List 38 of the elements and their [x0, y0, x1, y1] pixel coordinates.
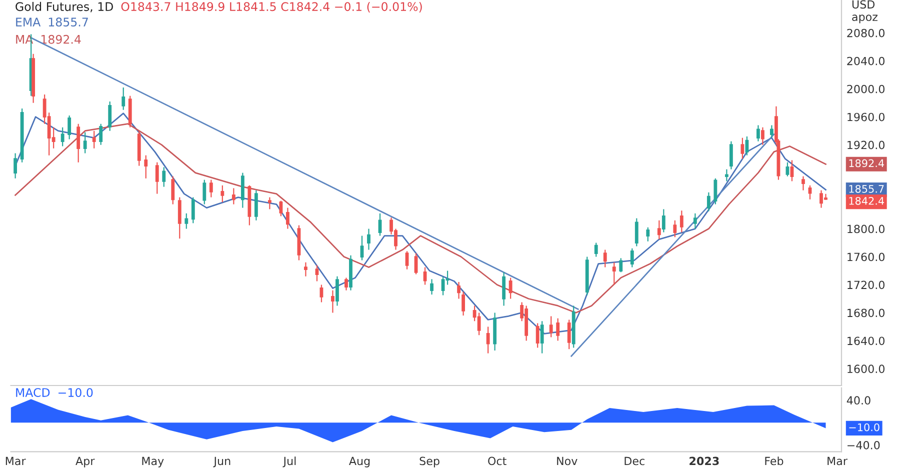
- x-tick-label: Oct: [488, 456, 506, 466]
- x-tick-label: Dec: [624, 456, 644, 466]
- x-tick-label: Mar: [828, 456, 848, 466]
- y-tick-label: 40.0: [846, 396, 870, 405]
- annotation: 1892.4: [41, 34, 81, 44]
- y-tick-label: 1600.0: [848, 364, 884, 374]
- x-tick-label: Jun: [213, 456, 230, 468]
- y-tick-label: 2080.0: [847, 28, 884, 38]
- series-label: MACD: [16, 388, 50, 397]
- x-tick-label: Mar: [6, 456, 26, 466]
- x-tick-label: 2023: [690, 456, 719, 466]
- y-tick-label: 1800.0: [848, 224, 884, 234]
- y-tick-label: 1960.0: [848, 112, 884, 122]
- y-tick-label: 2040.0: [847, 56, 884, 66]
- x-tick-label: May: [142, 456, 164, 468]
- y-tick-label: 1720.0: [848, 280, 884, 290]
- chart-title: Gold Futures, 1D: [16, 2, 113, 12]
- annotation: 1855.7: [48, 18, 88, 26]
- x-tick-label: Nov: [557, 456, 578, 466]
- annotation: 1842.4: [849, 196, 884, 205]
- annotation: −10.0: [849, 423, 880, 432]
- y-axis-title: USD apoz: [852, 0, 878, 24]
- y-tick-label: 1680.0: [848, 308, 884, 318]
- x-tick-label: Jul: [282, 456, 296, 468]
- x-tick-label: Aug: [348, 456, 370, 468]
- x-tick-label: Feb: [765, 456, 784, 466]
- y-tick-label: −40.0: [848, 440, 880, 450]
- x-tick-label: Apr: [76, 456, 95, 468]
- y-tick-label: 1760.0: [848, 252, 884, 262]
- annotation: −10.0: [58, 388, 93, 397]
- annotation: 1855.7: [849, 184, 884, 193]
- text: EMA: [16, 18, 41, 26]
- y-tick-label: 1920.0: [848, 140, 884, 150]
- y-tick-label: 1640.0: [848, 336, 884, 346]
- annotation: O1843.7 H1849.9 L1841.5 C1842.4 −0.1 (−0.01%): [121, 2, 422, 12]
- x-tick-label: Sep: [420, 456, 440, 468]
- y-tick-label: 2000.0: [847, 84, 884, 94]
- annotation: 1892.4: [849, 159, 884, 168]
